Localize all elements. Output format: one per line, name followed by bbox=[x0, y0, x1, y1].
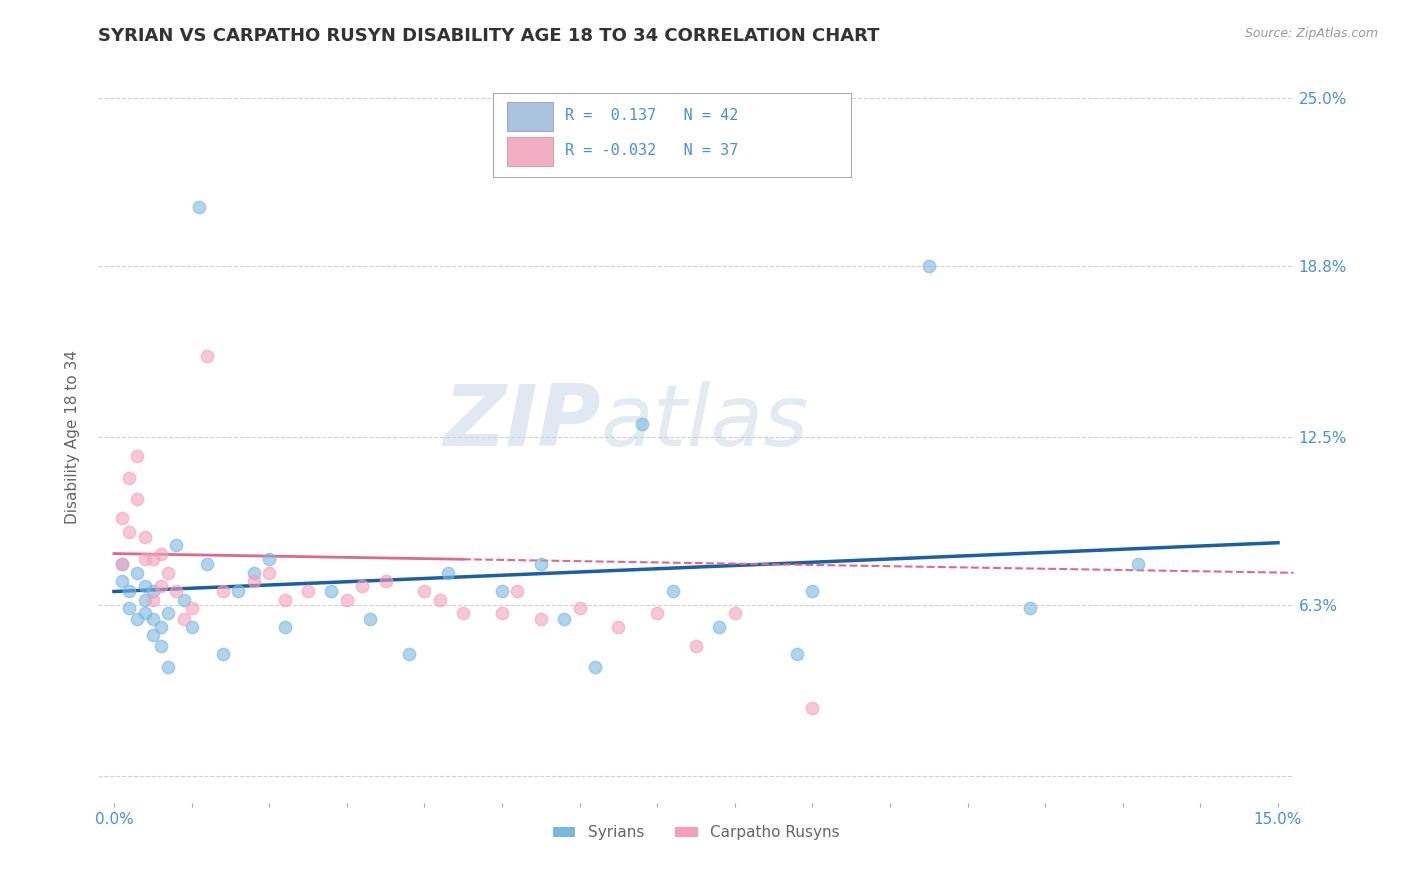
Point bbox=[724, 606, 747, 620]
Point bbox=[709, 620, 731, 634]
Point bbox=[429, 592, 451, 607]
Text: ZIP: ZIP bbox=[443, 381, 600, 464]
Point bbox=[530, 558, 553, 572]
Point bbox=[180, 620, 202, 634]
Point bbox=[242, 566, 264, 580]
FancyBboxPatch shape bbox=[508, 137, 553, 167]
Point bbox=[134, 552, 156, 566]
Point bbox=[134, 592, 156, 607]
Point bbox=[111, 574, 134, 588]
Point bbox=[180, 600, 202, 615]
Point bbox=[359, 611, 381, 625]
Point bbox=[127, 492, 149, 507]
Point bbox=[413, 584, 436, 599]
Point bbox=[645, 606, 668, 620]
Point bbox=[583, 660, 606, 674]
Point bbox=[398, 647, 420, 661]
Point bbox=[188, 200, 211, 214]
Point bbox=[157, 660, 180, 674]
Point bbox=[134, 579, 156, 593]
Point bbox=[134, 530, 156, 544]
Point bbox=[786, 647, 808, 661]
Point bbox=[1128, 558, 1150, 572]
Point bbox=[149, 620, 172, 634]
Point bbox=[165, 584, 187, 599]
Point bbox=[118, 600, 141, 615]
Point bbox=[142, 592, 165, 607]
Point bbox=[149, 579, 172, 593]
Point bbox=[257, 566, 280, 580]
Point bbox=[142, 628, 165, 642]
Point bbox=[127, 611, 149, 625]
Point bbox=[173, 592, 195, 607]
Point bbox=[118, 471, 141, 485]
Point bbox=[918, 260, 941, 274]
Legend: Syrians, Carpatho Rusyns: Syrians, Carpatho Rusyns bbox=[547, 819, 845, 847]
Point bbox=[685, 639, 707, 653]
Point bbox=[157, 606, 180, 620]
Point bbox=[211, 584, 233, 599]
Point bbox=[530, 611, 553, 625]
Point bbox=[661, 584, 683, 599]
Point bbox=[173, 611, 195, 625]
Point bbox=[273, 592, 295, 607]
Point bbox=[134, 606, 156, 620]
Point bbox=[436, 566, 458, 580]
Point bbox=[111, 558, 134, 572]
Point bbox=[630, 417, 652, 431]
FancyBboxPatch shape bbox=[494, 94, 852, 178]
Point bbox=[297, 584, 319, 599]
Point bbox=[211, 647, 233, 661]
Text: R =  0.137   N = 42: R = 0.137 N = 42 bbox=[565, 108, 738, 123]
Point bbox=[352, 579, 374, 593]
Text: R = -0.032   N = 37: R = -0.032 N = 37 bbox=[565, 143, 738, 158]
Point bbox=[1018, 600, 1040, 615]
Point bbox=[111, 511, 134, 525]
Point bbox=[142, 584, 165, 599]
Point bbox=[801, 701, 824, 715]
Point bbox=[157, 566, 180, 580]
Point bbox=[257, 552, 280, 566]
Text: SYRIAN VS CARPATHO RUSYN DISABILITY AGE 18 TO 34 CORRELATION CHART: SYRIAN VS CARPATHO RUSYN DISABILITY AGE … bbox=[98, 27, 880, 45]
Point bbox=[491, 584, 513, 599]
Point bbox=[451, 606, 474, 620]
Point bbox=[491, 606, 513, 620]
Point bbox=[226, 584, 249, 599]
Point bbox=[336, 592, 359, 607]
Point bbox=[195, 349, 218, 363]
Point bbox=[118, 584, 141, 599]
FancyBboxPatch shape bbox=[508, 102, 553, 131]
Point bbox=[607, 620, 630, 634]
Point bbox=[321, 584, 343, 599]
Point bbox=[142, 611, 165, 625]
Point bbox=[195, 558, 218, 572]
Point bbox=[149, 639, 172, 653]
Point bbox=[142, 552, 165, 566]
Point bbox=[273, 620, 295, 634]
Point bbox=[127, 449, 149, 463]
Point bbox=[242, 574, 264, 588]
Y-axis label: Disability Age 18 to 34: Disability Age 18 to 34 bbox=[65, 350, 80, 524]
Point bbox=[374, 574, 396, 588]
Point bbox=[165, 538, 187, 552]
Point bbox=[506, 584, 529, 599]
Point bbox=[568, 600, 591, 615]
Text: atlas: atlas bbox=[600, 381, 808, 464]
Text: Source: ZipAtlas.com: Source: ZipAtlas.com bbox=[1244, 27, 1378, 40]
Point bbox=[111, 558, 134, 572]
Point bbox=[553, 611, 575, 625]
Point bbox=[118, 524, 141, 539]
Point bbox=[801, 584, 824, 599]
Point bbox=[127, 566, 149, 580]
Point bbox=[149, 547, 172, 561]
